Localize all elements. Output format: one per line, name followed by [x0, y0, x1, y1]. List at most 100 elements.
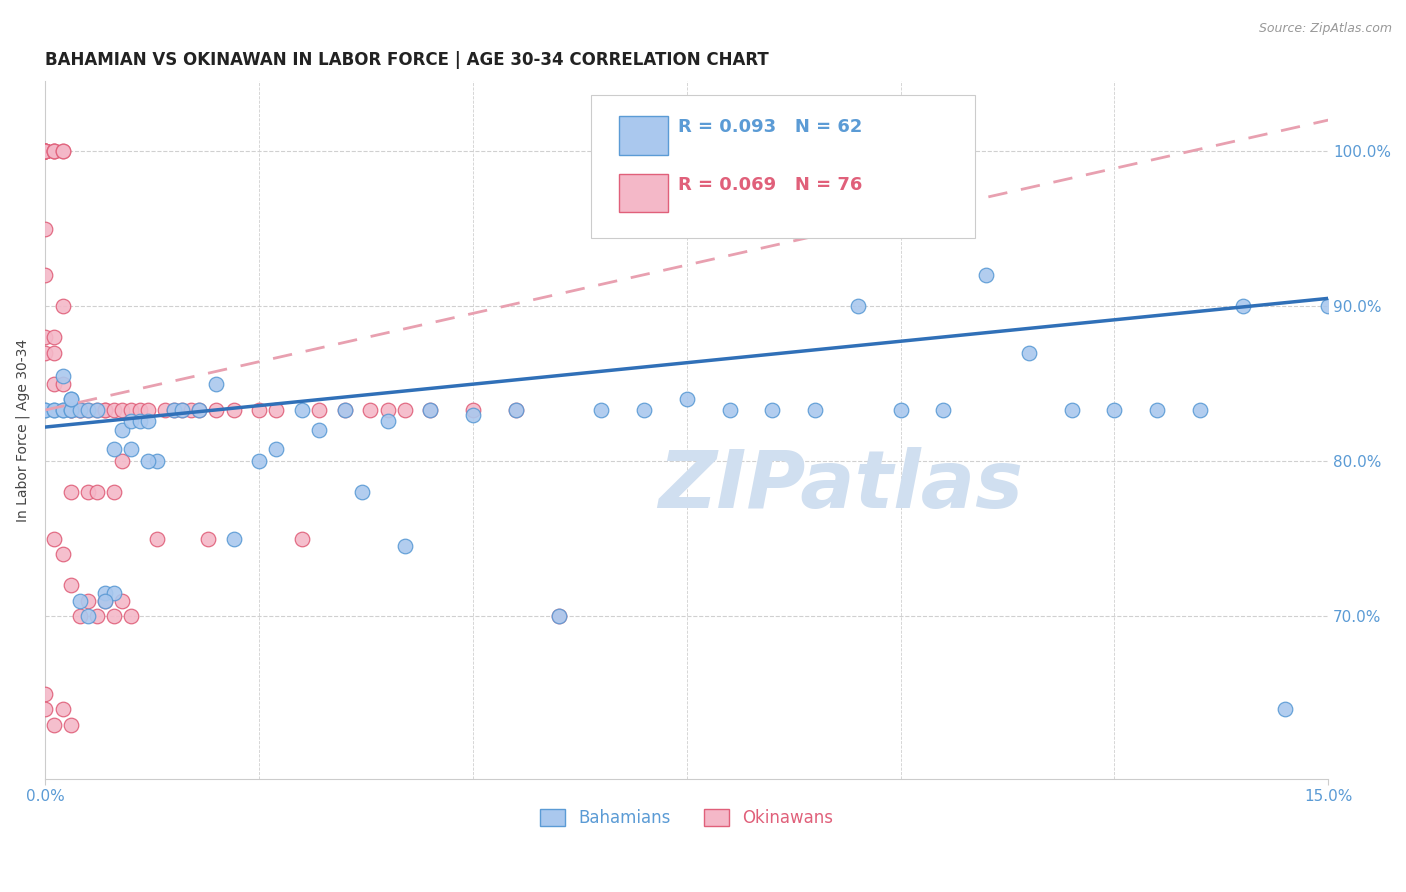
Point [52, 144, 75, 158]
Point [42, 144, 65, 158]
Point [461, 408, 484, 422]
Point [42, 376, 65, 391]
Point [34, 144, 56, 158]
Point [60, 717, 83, 731]
Point [205, 403, 228, 417]
Point [128, 403, 150, 417]
Point [86, 403, 108, 417]
Point [266, 442, 288, 456]
Point [86, 403, 108, 417]
Point [111, 593, 134, 607]
Point [103, 609, 125, 624]
Point [153, 403, 176, 417]
Point [42, 144, 65, 158]
Point [333, 403, 356, 417]
Point [42, 144, 65, 158]
Point [1104, 403, 1126, 417]
Point [86, 609, 108, 624]
Point [34, 144, 56, 158]
Point [461, 403, 484, 417]
Point [34, 403, 56, 417]
Point [94, 403, 117, 417]
Point [42, 532, 65, 546]
Point [34, 330, 56, 344]
Point [1232, 299, 1254, 313]
Point [103, 403, 125, 417]
Point [52, 547, 75, 561]
FancyBboxPatch shape [591, 95, 976, 238]
Point [103, 586, 125, 600]
Point [1188, 403, 1211, 417]
Text: R = 0.093   N = 62: R = 0.093 N = 62 [678, 118, 862, 136]
Point [60, 403, 83, 417]
Point [846, 299, 869, 313]
Point [136, 414, 159, 428]
Point [291, 403, 314, 417]
Text: ZIPatlas: ZIPatlas [658, 447, 1024, 524]
Point [761, 403, 783, 417]
FancyBboxPatch shape [619, 174, 668, 212]
Point [633, 403, 655, 417]
Point [60, 403, 83, 417]
Point [60, 578, 83, 592]
Point [163, 403, 186, 417]
Point [394, 540, 416, 554]
Point [145, 454, 167, 468]
Point [52, 376, 75, 391]
Point [222, 403, 245, 417]
Point [547, 609, 569, 624]
Point [505, 403, 527, 417]
Point [77, 403, 100, 417]
Point [111, 403, 134, 417]
Point [120, 403, 142, 417]
Point [377, 414, 399, 428]
Legend: Bahamians, Okinawans: Bahamians, Okinawans [533, 802, 841, 833]
Point [188, 403, 211, 417]
Point [42, 330, 65, 344]
Point [34, 144, 56, 158]
Point [163, 403, 186, 417]
Point [145, 532, 167, 546]
Point [34, 144, 56, 158]
Y-axis label: In Labor Force | Age 30-34: In Labor Force | Age 30-34 [15, 339, 30, 522]
Point [60, 403, 83, 417]
Point [266, 403, 288, 417]
Point [419, 403, 441, 417]
Point [34, 268, 56, 282]
Point [1317, 299, 1340, 313]
Point [77, 593, 100, 607]
Point [128, 414, 150, 428]
Point [34, 221, 56, 235]
Point [172, 403, 194, 417]
Text: Source: ZipAtlas.com: Source: ZipAtlas.com [1258, 22, 1392, 36]
Point [69, 609, 91, 624]
Point [359, 403, 381, 417]
Point [34, 144, 56, 158]
Point [419, 403, 441, 417]
Point [60, 485, 83, 500]
Point [547, 609, 569, 624]
Point [69, 403, 91, 417]
Point [52, 299, 75, 313]
Point [394, 403, 416, 417]
Point [69, 593, 91, 607]
Point [77, 609, 100, 624]
Point [42, 717, 65, 731]
Point [34, 144, 56, 158]
Point [111, 454, 134, 468]
Point [77, 485, 100, 500]
Point [34, 144, 56, 158]
Point [111, 423, 134, 437]
Point [52, 403, 75, 417]
Point [350, 485, 373, 500]
Point [804, 403, 827, 417]
Point [42, 403, 65, 417]
Point [291, 532, 314, 546]
Text: R = 0.069   N = 76: R = 0.069 N = 76 [678, 176, 862, 194]
Point [136, 454, 159, 468]
Point [60, 403, 83, 417]
Point [77, 403, 100, 417]
Point [1146, 403, 1168, 417]
Point [34, 687, 56, 701]
Point [377, 403, 399, 417]
